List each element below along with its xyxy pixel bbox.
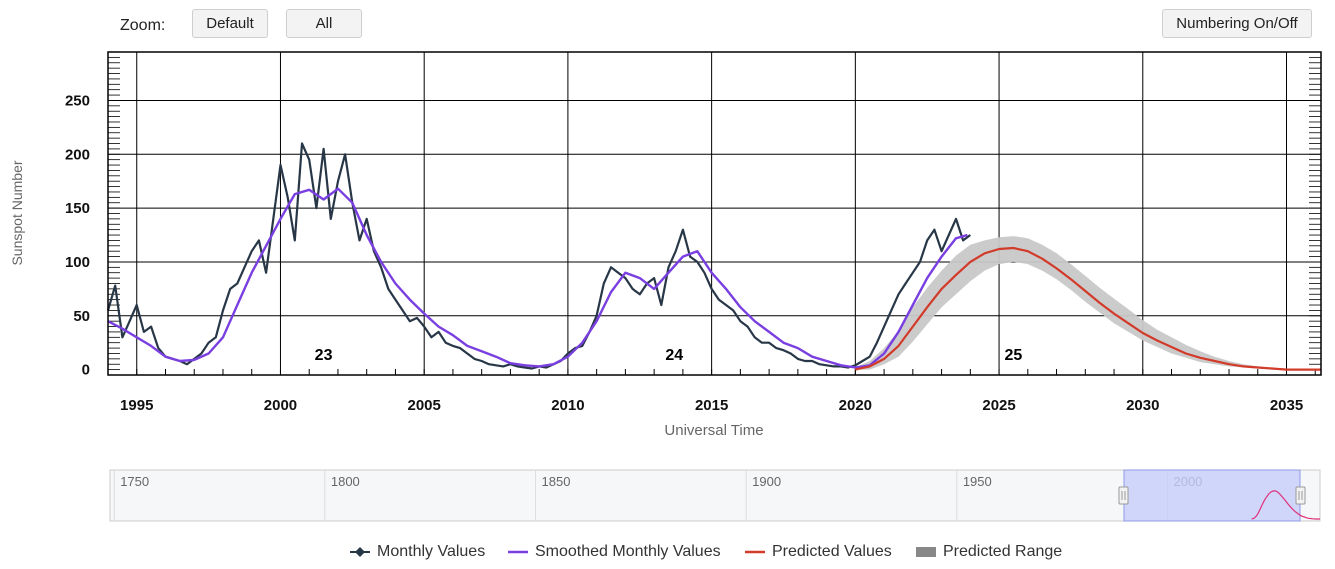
x-tick-label: 2005 bbox=[407, 397, 440, 414]
numbering-toggle-button[interactable]: Numbering On/Off bbox=[1162, 9, 1312, 38]
y-tick-label: 150 bbox=[65, 200, 90, 217]
navigator-tick-label: 1800 bbox=[331, 474, 360, 489]
x-tick-label: 2015 bbox=[695, 397, 728, 414]
cycle-number-label: 25 bbox=[1005, 347, 1023, 364]
navigator-predicted-line bbox=[1251, 490, 1320, 520]
navigator-tick-label: 1850 bbox=[542, 474, 571, 489]
legend-label: Predicted Range bbox=[943, 543, 1063, 560]
legend-item-monthly[interactable]: Monthly Values bbox=[350, 543, 485, 561]
y-tick-label: 200 bbox=[65, 146, 90, 163]
legend-item-range[interactable]: Predicted Range bbox=[916, 543, 1062, 561]
range-navigator[interactable]: 175018001850190019502000 bbox=[0, 462, 1335, 532]
navigator-selection[interactable] bbox=[1123, 469, 1301, 522]
smoothed-values-line bbox=[107, 187, 968, 369]
legend-line-predicted-icon bbox=[745, 550, 765, 554]
predicted-range-layer bbox=[855, 236, 1321, 370]
cycle-number-label: 23 bbox=[315, 347, 333, 364]
legend-label: Predicted Values bbox=[772, 543, 892, 560]
legend-area-range-icon bbox=[916, 547, 936, 557]
legend-marker-monthly-icon bbox=[350, 547, 370, 557]
y-tick-label: 0 bbox=[82, 362, 90, 379]
navigator-tick-label: 1750 bbox=[120, 474, 149, 489]
x-tick-label: 2030 bbox=[1126, 397, 1159, 414]
navigator-handle-right[interactable] bbox=[1295, 486, 1306, 505]
legend-item-smoothed[interactable]: Smoothed Monthly Values bbox=[508, 543, 721, 561]
zoom-default-button[interactable]: Default bbox=[192, 9, 268, 38]
x-tick-label: 2010 bbox=[551, 397, 584, 414]
y-axis-title: Sunspot Number bbox=[9, 160, 25, 265]
x-tick-label: 1995 bbox=[120, 397, 153, 414]
zoom-label: Zoom: bbox=[120, 17, 166, 34]
predicted-values-line bbox=[855, 246, 1321, 371]
cycle-number-label: 24 bbox=[665, 347, 683, 364]
legend-line-smoothed-icon bbox=[508, 550, 528, 554]
navigator-background bbox=[109, 469, 1321, 522]
zoom-all-button[interactable]: All bbox=[286, 9, 362, 38]
y-tick-label: 250 bbox=[65, 92, 90, 109]
predicted-range-area bbox=[855, 236, 1321, 370]
x-tick-label: 2035 bbox=[1270, 397, 1303, 414]
legend-label: Smoothed Monthly Values bbox=[535, 543, 721, 560]
plot-frame bbox=[107, 51, 1322, 376]
navigator-handle-left[interactable] bbox=[1118, 486, 1129, 505]
navigator-tick-label: 1900 bbox=[752, 474, 781, 489]
cycle-labels: 23 24 25 bbox=[315, 347, 1023, 364]
x-tick-label: 2025 bbox=[982, 397, 1015, 414]
navigator-series bbox=[1251, 490, 1320, 520]
y-tick-label: 100 bbox=[65, 254, 90, 271]
chart-legend: Monthly Values Smoothed Monthly Values P… bbox=[0, 540, 1335, 566]
legend-item-predicted[interactable]: Predicted Values bbox=[745, 543, 892, 561]
x-tick-label: 2000 bbox=[264, 397, 297, 414]
x-tick-label: 2020 bbox=[839, 397, 872, 414]
tick-labels: 1995 2000 2005 2010 2015 2020 2025 2030 2035 0 50 1… bbox=[65, 92, 1303, 414]
series-lines-layer bbox=[106, 142, 1321, 371]
y-tick-label: 50 bbox=[73, 308, 90, 325]
legend-label: Monthly Values bbox=[377, 543, 486, 560]
x-axis-title: Universal Time bbox=[664, 422, 763, 439]
sunspot-chart[interactable]: 1995 2000 2005 2010 2015 2020 2025 2030 2035 0 50 1… bbox=[0, 0, 1335, 445]
navigator-tick-label: 1950 bbox=[963, 474, 992, 489]
